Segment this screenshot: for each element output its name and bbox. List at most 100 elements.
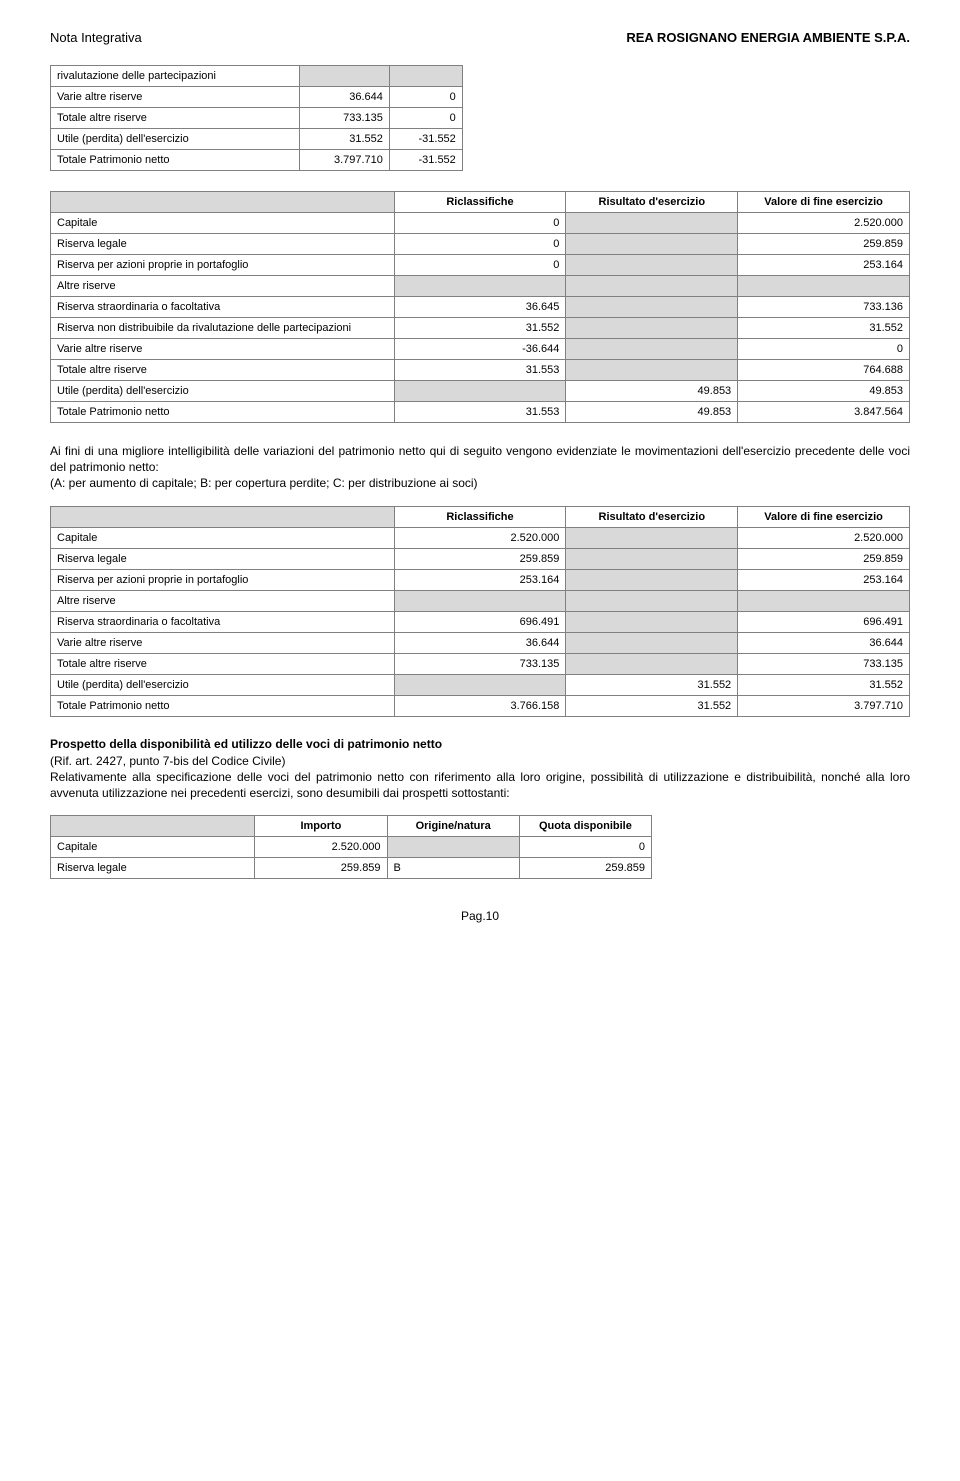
table-header: Valore di fine esercizio — [738, 192, 910, 213]
table-cell: 696.491 — [394, 611, 566, 632]
table-4: ImportoOrigine/naturaQuota disponibileCa… — [50, 815, 652, 879]
table-cell: 259.859 — [738, 234, 910, 255]
table-cell-label: Riserva per azioni proprie in portafogli… — [51, 255, 395, 276]
table-cell-label: rivalutazione delle partecipazioni — [51, 66, 300, 87]
table-cell — [566, 360, 738, 381]
table-header: Origine/natura — [387, 816, 519, 837]
table-cell — [394, 674, 566, 695]
table-cell-label: Varie altre riserve — [51, 87, 300, 108]
table-cell — [738, 590, 910, 611]
table-cell — [566, 276, 738, 297]
table-cell: 31.552 — [738, 674, 910, 695]
table-header: Riclassifiche — [394, 192, 566, 213]
table-cell: 259.859 — [255, 858, 387, 879]
table-cell — [566, 611, 738, 632]
table-cell-label: Capitale — [51, 837, 255, 858]
table-cell: 0 — [394, 234, 566, 255]
table-cell: 0 — [394, 255, 566, 276]
table-cell: B — [387, 858, 519, 879]
table-cell: 259.859 — [394, 548, 566, 569]
table-cell-label: Capitale — [51, 527, 395, 548]
table-header: Riclassifiche — [394, 506, 566, 527]
table-cell-label: Totale altre riserve — [51, 653, 395, 674]
table-cell: 49.853 — [566, 402, 738, 423]
table-cell: 2.520.000 — [738, 527, 910, 548]
table-cell — [394, 590, 566, 611]
table-cell: 733.135 — [394, 653, 566, 674]
table-cell: 36.644 — [394, 632, 566, 653]
table-cell — [566, 255, 738, 276]
table-cell: 0 — [389, 87, 462, 108]
table-cell: 31.552 — [394, 318, 566, 339]
table-cell — [566, 569, 738, 590]
table-cell: 253.164 — [738, 255, 910, 276]
table-cell-label: Riserva straordinaria o facoltativa — [51, 297, 395, 318]
table-cell-label: Totale Patrimonio netto — [51, 695, 395, 716]
table-cell: 3.797.710 — [300, 150, 390, 171]
table-cell-label: Totale altre riserve — [51, 360, 395, 381]
table-header: Valore di fine esercizio — [738, 506, 910, 527]
table-cell-label: Totale Patrimonio netto — [51, 402, 395, 423]
table-header: Importo — [255, 816, 387, 837]
table-cell-label: Altre riserve — [51, 276, 395, 297]
table-cell: 696.491 — [738, 611, 910, 632]
table-cell-label: Utile (perdita) dell'esercizio — [51, 129, 300, 150]
table-header-blank — [51, 506, 395, 527]
table-header: Risultato d'esercizio — [566, 506, 738, 527]
table-cell: 733.136 — [738, 297, 910, 318]
table-cell — [566, 297, 738, 318]
table-cell: 31.552 — [300, 129, 390, 150]
table-cell-label: Capitale — [51, 213, 395, 234]
table-cell-label: Riserva non distribuibile da rivalutazio… — [51, 318, 395, 339]
table-cell-label: Riserva legale — [51, 234, 395, 255]
para1-line2: (A: per aumento di capitale; B: per cope… — [50, 476, 478, 490]
table-cell: 0 — [519, 837, 651, 858]
table-cell: 2.520.000 — [394, 527, 566, 548]
table-cell-label: Utile (perdita) dell'esercizio — [51, 674, 395, 695]
table-cell — [387, 837, 519, 858]
table-cell: 259.859 — [519, 858, 651, 879]
table-cell-label: Riserva straordinaria o facoltativa — [51, 611, 395, 632]
section-sub: (Rif. art. 2427, punto 7-bis del Codice … — [50, 754, 285, 768]
table-header-blank — [51, 192, 395, 213]
table-cell — [566, 590, 738, 611]
table-cell: 733.135 — [300, 108, 390, 129]
header-left: Nota Integrativa — [50, 30, 142, 45]
table-header-blank — [51, 816, 255, 837]
table-cell: 31.553 — [394, 360, 566, 381]
table-cell: -36.644 — [394, 339, 566, 360]
table-cell: 259.859 — [738, 548, 910, 569]
table-cell: 3.797.710 — [738, 695, 910, 716]
table-cell — [566, 318, 738, 339]
section-body: Relativamente alla specificazione delle … — [50, 770, 910, 800]
table-cell: 49.853 — [738, 381, 910, 402]
table-cell: 36.645 — [394, 297, 566, 318]
table-cell: 3.766.158 — [394, 695, 566, 716]
table-cell: 733.135 — [738, 653, 910, 674]
table-cell-label: Altre riserve — [51, 590, 395, 611]
table-cell-label: Totale Patrimonio netto — [51, 150, 300, 171]
table-cell-label: Utile (perdita) dell'esercizio — [51, 381, 395, 402]
page-footer: Pag.10 — [50, 909, 910, 923]
table-cell-label: Riserva per azioni proprie in portafogli… — [51, 569, 395, 590]
table-cell: 0 — [394, 213, 566, 234]
table-cell — [566, 527, 738, 548]
table-header: Risultato d'esercizio — [566, 192, 738, 213]
table-cell: 36.644 — [300, 87, 390, 108]
table-cell: 2.520.000 — [738, 213, 910, 234]
table-cell — [566, 234, 738, 255]
table-cell: 3.847.564 — [738, 402, 910, 423]
table-cell — [566, 632, 738, 653]
paragraph-1: Ai fini di una migliore intelligibilità … — [50, 443, 910, 492]
table-cell — [566, 548, 738, 569]
table-cell: 0 — [738, 339, 910, 360]
table-cell: 31.552 — [566, 674, 738, 695]
table-cell — [566, 339, 738, 360]
para1-line1: Ai fini di una migliore intelligibilità … — [50, 444, 910, 474]
table-cell — [394, 381, 566, 402]
table-cell-label: Riserva legale — [51, 858, 255, 879]
table-3: RiclassificheRisultato d'esercizioValore… — [50, 506, 910, 717]
table-2: RiclassificheRisultato d'esercizioValore… — [50, 191, 910, 423]
section-block: Prospetto della disponibilità ed utilizz… — [50, 737, 910, 802]
table-cell: -31.552 — [389, 129, 462, 150]
